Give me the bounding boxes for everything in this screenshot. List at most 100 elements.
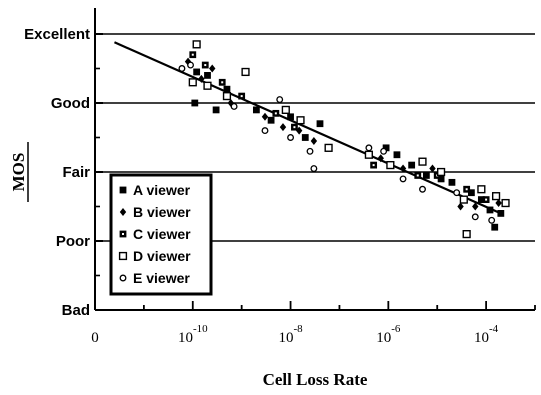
- legend: A viewer B viewer C viewer D viewer E viewer: [109, 173, 213, 296]
- legend-marker-5: [119, 274, 127, 282]
- data-point-e-viewer: [178, 65, 186, 72]
- data-point-a-viewer: [497, 210, 505, 217]
- marker-center: [122, 233, 124, 235]
- data-point-e-viewer: [365, 144, 373, 152]
- marker-center: [293, 126, 296, 129]
- legend-marker-2: [119, 208, 127, 216]
- data-point-d-viewer: [192, 40, 201, 49]
- y-tick-label: Poor: [56, 233, 90, 250]
- data-point-b-viewer: [198, 74, 205, 83]
- y-tick-label: Good: [51, 95, 90, 112]
- legend-label: C viewer: [133, 226, 191, 242]
- data-point-d-viewer: [418, 157, 427, 166]
- data-point-a-viewer: [316, 120, 324, 128]
- data-point-d-viewer: [462, 229, 471, 239]
- data-point-a-viewer: [301, 134, 309, 141]
- legend-marker-1: [119, 186, 127, 194]
- data-point-d-viewer: [459, 195, 468, 204]
- data-point-e-viewer: [488, 216, 496, 224]
- data-point-b-viewer: [261, 112, 269, 121]
- data-point-d-viewer: [188, 78, 197, 87]
- data-point-e-viewer: [471, 213, 479, 221]
- data-point-e-viewer: [453, 189, 461, 197]
- data-point-b-viewer: [429, 164, 436, 173]
- data-point-d-viewer: [241, 67, 250, 77]
- data-point-e-viewer: [399, 175, 407, 183]
- data-point-d-viewer: [324, 143, 333, 152]
- data-point-a-viewer: [204, 72, 211, 79]
- data-point-b-viewer: [279, 123, 287, 132]
- data-point-e-viewer: [261, 127, 269, 135]
- x-tick-exponent: -4: [489, 323, 499, 335]
- data-point-d-viewer: [491, 192, 501, 201]
- x-tick-exponent: -6: [391, 323, 401, 335]
- data-point-c-viewer: [201, 61, 209, 69]
- data-point-a-viewer: [193, 68, 201, 76]
- data-point-d-viewer: [477, 185, 486, 194]
- data-point-a-viewer: [191, 99, 199, 107]
- data-point-c-viewer: [414, 172, 422, 179]
- legend-label: B viewer: [133, 204, 191, 220]
- data-point-c-viewer: [482, 196, 490, 203]
- legend-box: [109, 173, 213, 296]
- data-point-b-viewer: [472, 202, 479, 211]
- legend-label: A viewer: [133, 182, 191, 198]
- data-point-a-viewer: [267, 116, 275, 124]
- y-tick-label: Excellent: [24, 26, 90, 43]
- points-layer: [178, 40, 510, 239]
- data-point-d-viewer: [222, 91, 232, 101]
- x-tick-label: 10-8: [278, 323, 303, 346]
- data-point-a-viewer: [212, 106, 220, 114]
- marker-center: [221, 81, 224, 84]
- data-point-a-viewer: [477, 196, 485, 203]
- data-point-e-viewer: [310, 165, 318, 172]
- data-point-a-viewer: [408, 161, 416, 169]
- data-point-a-viewer: [393, 151, 401, 159]
- trend-line: [114, 41, 502, 215]
- marker-center: [274, 112, 277, 115]
- marker-center: [485, 198, 488, 201]
- data-point-b-viewer: [457, 202, 464, 211]
- data-point-c-viewer: [189, 51, 197, 59]
- marker-center: [372, 164, 375, 167]
- axis-layer: [94, 8, 536, 311]
- data-point-a-viewer: [252, 106, 260, 114]
- x-tick-exponent: -8: [293, 323, 303, 335]
- data-point-e-viewer: [276, 96, 284, 103]
- legend-marker-3: [119, 230, 127, 238]
- x-axis-label: Cell Loss Rate: [263, 370, 368, 389]
- marker-center: [465, 188, 468, 191]
- data-point-c-viewer: [238, 92, 246, 100]
- data-point-e-viewer: [230, 102, 238, 110]
- data-point-b-viewer: [310, 136, 318, 145]
- data-point-b-viewer: [495, 199, 502, 208]
- marker-center: [204, 64, 207, 67]
- data-point-b-viewer: [377, 154, 384, 163]
- data-point-d-viewer: [281, 105, 290, 115]
- data-point-d-viewer: [436, 167, 446, 177]
- x-tick-exponent: -10: [193, 323, 208, 335]
- data-point-a-viewer: [486, 206, 494, 214]
- data-point-a-viewer: [382, 144, 390, 152]
- marker-center: [416, 174, 419, 177]
- data-point-b-viewer: [399, 164, 407, 173]
- data-point-e-viewer: [287, 134, 295, 141]
- y-tick-label: Bad: [62, 302, 90, 319]
- data-point-e-viewer: [419, 185, 426, 193]
- y-axis-label: MOS: [9, 153, 28, 192]
- x-tick-label: 10-4: [474, 323, 499, 346]
- data-point-a-viewer: [437, 175, 445, 183]
- data-point-d-viewer: [364, 150, 373, 159]
- data-point-a-viewer: [448, 178, 456, 186]
- data-point-a-viewer: [467, 189, 475, 197]
- data-point-d-viewer: [386, 160, 395, 170]
- x-tick-label: 10-10: [178, 323, 208, 346]
- marker-center: [240, 95, 243, 98]
- data-point-e-viewer: [187, 61, 194, 69]
- data-point-a-viewer: [223, 85, 231, 93]
- x-tick-label: 10-6: [376, 323, 401, 346]
- data-point-a-viewer: [422, 172, 430, 179]
- data-point-c-viewer: [272, 109, 280, 117]
